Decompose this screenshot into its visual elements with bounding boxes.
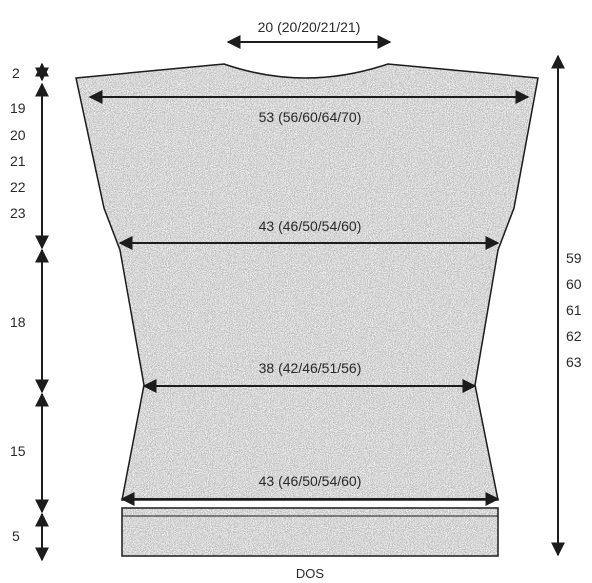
chest-width-label: 43 (46/50/54/60) <box>259 218 362 234</box>
armhole-size-5: 23 <box>10 205 26 221</box>
shoulder-width-label: 53 (56/60/64/70) <box>259 109 362 125</box>
rib-height-label: 5 <box>12 528 20 544</box>
armhole-size-2: 20 <box>10 127 26 143</box>
total-length-size-4: 62 <box>566 328 582 344</box>
shoulder-drop-label: 2 <box>12 65 20 81</box>
waist-width-label: 38 (42/46/51/56) <box>259 360 362 376</box>
total-length-size-5: 63 <box>566 354 582 370</box>
armhole-size-1: 19 <box>10 100 26 116</box>
armhole-size-4: 22 <box>10 179 26 195</box>
neck-width-label: 20 (20/20/21/21) <box>258 19 361 35</box>
piece-caption: DOS <box>296 566 325 581</box>
total-length-size-2: 60 <box>566 276 582 292</box>
lower-body-label: 15 <box>10 443 26 459</box>
hip-width-label: 43 (46/50/54/60) <box>259 473 362 489</box>
total-length-size-1: 59 <box>566 250 582 266</box>
upper-body-label: 18 <box>10 314 26 330</box>
rib-band <box>121 507 499 557</box>
back-body-shape <box>75 63 539 501</box>
total-length-size-3: 61 <box>566 302 582 318</box>
armhole-size-3: 21 <box>10 153 26 169</box>
rib-band-outline <box>121 507 499 557</box>
